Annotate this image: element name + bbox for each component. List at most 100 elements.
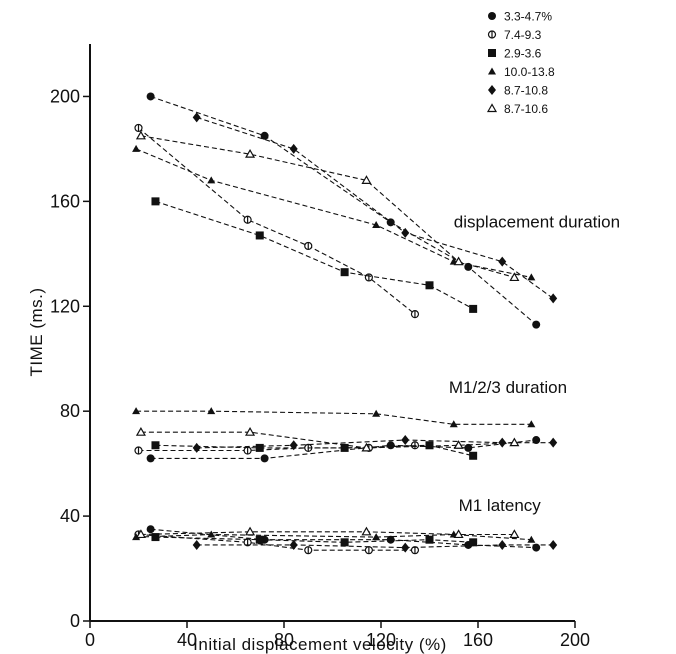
data-point [425, 281, 434, 290]
data-point [498, 539, 507, 550]
data-point [245, 426, 256, 436]
data-point [132, 407, 141, 415]
data-point [364, 273, 373, 282]
group-label: M1/2/3 duration [449, 378, 567, 397]
legend-entry: 3.3-4.7% [504, 10, 552, 24]
series-line [155, 444, 474, 457]
legend-entry: 10.0-13.8 [504, 65, 555, 79]
data-point [509, 272, 520, 282]
data-point [146, 525, 155, 534]
data-point [453, 256, 464, 266]
series-line [150, 95, 537, 326]
data-point [289, 440, 298, 451]
data-point [464, 443, 473, 452]
data-point [135, 529, 146, 539]
data-point [151, 533, 160, 542]
data-point [425, 535, 434, 544]
data-point [255, 535, 264, 544]
group-label: displacement duration [454, 213, 620, 232]
y-tick-label: 0 [70, 611, 80, 631]
series-line [155, 536, 474, 543]
legend-marker [486, 103, 498, 113]
series-3 [151, 197, 478, 547]
data-point [469, 304, 478, 313]
data-point [192, 539, 201, 550]
data-point [361, 175, 372, 184]
data-point [340, 538, 349, 547]
data-point [340, 443, 349, 452]
data-point [372, 409, 381, 417]
y-axis-title: TIME (ms.) [27, 287, 46, 376]
plot-area [132, 92, 558, 555]
series-4 [132, 144, 536, 543]
data-point [372, 220, 381, 228]
series-line [155, 200, 474, 310]
data-point [340, 268, 349, 277]
data-point [509, 529, 520, 539]
data-point [255, 443, 264, 452]
series-6 [135, 130, 520, 539]
x-tick-label: 160 [463, 630, 493, 650]
data-point [192, 442, 201, 453]
data-point [410, 310, 420, 319]
data-point [425, 441, 434, 450]
data-point [207, 407, 216, 415]
data-point [527, 420, 536, 428]
axes [89, 44, 575, 622]
x-tick-label: 200 [560, 630, 590, 650]
series-line [140, 135, 515, 278]
y-tick-label: 200 [50, 86, 80, 106]
legend-entry: 2.9-3.6 [504, 47, 542, 61]
legend-marker [488, 49, 496, 57]
data-point [386, 441, 395, 450]
legend-entry: 8.7-10.8 [504, 84, 548, 98]
data-point [134, 123, 143, 133]
data-point [469, 538, 478, 547]
data-point [135, 130, 146, 140]
data-point [146, 454, 155, 463]
x-axis-title: Initial displacement velocity (%) [193, 635, 447, 654]
data-point [260, 454, 269, 463]
y-tick-label: 40 [60, 506, 80, 526]
series-line [138, 127, 416, 315]
data-point [245, 526, 256, 536]
data-point [289, 143, 298, 154]
data-point [260, 131, 269, 140]
data-point [509, 437, 520, 447]
data-point [549, 437, 558, 448]
x-tick-label: 40 [177, 630, 197, 650]
legend-marker [488, 12, 496, 20]
data-point [132, 533, 141, 541]
data-point [453, 440, 464, 449]
data-point [192, 112, 201, 123]
data-point [146, 92, 155, 101]
y-tick-label: 160 [50, 191, 80, 211]
data-point [364, 546, 373, 555]
ticks: 0 40 80 120 160 200 0 40 80 120 160 200 [50, 86, 590, 650]
data-point [410, 546, 420, 555]
series-1 [146, 92, 541, 552]
y-tick-label: 120 [50, 296, 80, 316]
legend-marker [488, 67, 496, 75]
data-point [255, 231, 264, 240]
y-tick-label: 80 [60, 401, 80, 421]
data-point [401, 435, 410, 446]
data-point [304, 241, 313, 251]
x-tick-label: 80 [274, 630, 294, 650]
series-5 [192, 112, 558, 553]
legend: 3.3-4.7% 7.4-9.3 2.9-3.6 10.0-13.8 8.7-10.8 8… [486, 10, 555, 116]
data-point [289, 539, 298, 550]
data-point [449, 420, 458, 428]
data-point [498, 437, 507, 448]
data-point [135, 426, 146, 436]
data-point [207, 530, 216, 538]
data-point [469, 451, 478, 460]
data-point [549, 539, 558, 550]
data-point [401, 227, 410, 238]
series-line [136, 410, 532, 425]
data-point [527, 535, 536, 543]
data-point [361, 442, 372, 452]
data-point [207, 176, 216, 184]
data-point [243, 215, 252, 224]
